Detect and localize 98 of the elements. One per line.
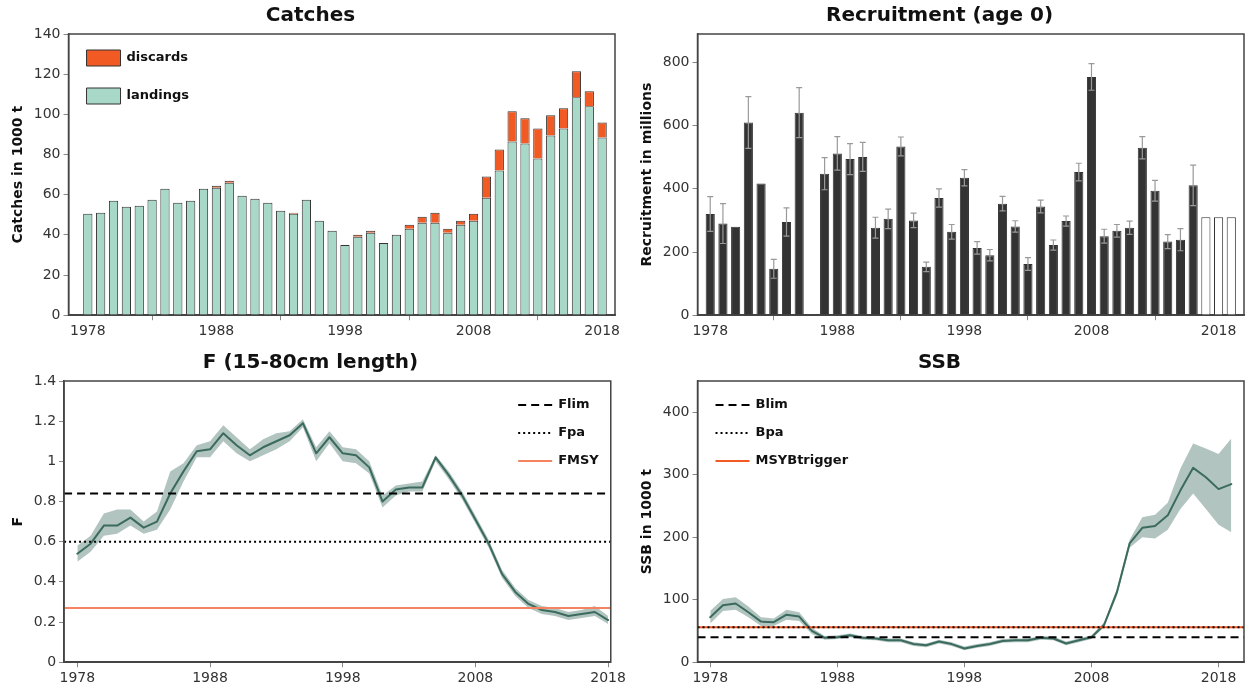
y-tick-label: 200 <box>662 527 690 544</box>
y-tick-label: 0.4 <box>33 572 57 589</box>
x-tick-label: 2018 <box>1200 322 1237 339</box>
x-tick-label: 1978 <box>692 669 729 686</box>
chart-title: Catches <box>265 2 356 27</box>
y-tick-label: 1.2 <box>33 411 57 428</box>
bar <box>997 203 1008 315</box>
y-tick-label: 40 <box>42 225 61 242</box>
bar <box>947 231 957 315</box>
y-tick-label: 0.8 <box>33 492 57 509</box>
y-tick-label: 140 <box>33 24 61 41</box>
bar <box>731 226 741 315</box>
bar <box>705 214 715 315</box>
bar <box>1137 147 1147 315</box>
bar <box>1150 190 1160 315</box>
bar <box>1188 185 1198 315</box>
bar <box>718 223 728 315</box>
y-tick-label: 200 <box>662 242 690 259</box>
x-tick-label: 2018 <box>1200 669 1237 686</box>
y-tick-label: 0 <box>47 652 57 669</box>
y-tick-label: 0 <box>680 305 690 322</box>
bar <box>845 159 855 315</box>
bar <box>743 122 753 315</box>
y-axis-title: Catches in 1000 t <box>9 105 26 244</box>
bar <box>1163 241 1173 315</box>
bar <box>858 156 868 315</box>
x-tick-label: 2018 <box>590 669 626 686</box>
x-tick-label: 1998 <box>946 669 983 686</box>
legend-label: Flim <box>558 396 590 412</box>
y-axis-title: Recruitment in millions <box>638 82 655 267</box>
bar <box>934 197 944 315</box>
y-tick-label: 300 <box>662 465 690 482</box>
legend-label: discards <box>126 49 189 65</box>
y-tick-label: 1.4 <box>33 371 57 388</box>
x-tick-label: 1978 <box>59 669 96 686</box>
legend-label: landings <box>126 87 190 103</box>
bar <box>972 247 982 315</box>
y-tick-label: 20 <box>42 265 61 282</box>
y-axis-title: SSB in 1000 t <box>638 468 655 575</box>
bar <box>921 266 931 315</box>
legend-label: Fpa <box>558 424 586 440</box>
x-tick-label: 1998 <box>946 322 983 339</box>
bar <box>1048 245 1058 315</box>
bar <box>820 173 830 315</box>
bar <box>1112 230 1122 315</box>
y-tick-label: 1 <box>47 451 57 468</box>
chart-title: SSB <box>917 349 962 374</box>
x-tick-label: 1988 <box>198 322 235 339</box>
bar <box>756 183 766 315</box>
y-tick-label: 0.6 <box>33 532 57 549</box>
bar <box>896 146 906 315</box>
x-tick-label: 1978 <box>692 322 729 339</box>
bar <box>1175 239 1186 315</box>
x-tick-label: 2008 <box>1073 669 1110 686</box>
legend-label: Bpa <box>755 424 784 440</box>
bar <box>1010 226 1020 315</box>
y-tick-label: 400 <box>662 179 690 196</box>
y-axis-title: F <box>9 516 26 527</box>
bar <box>769 268 779 315</box>
chart-title: Recruitment (age 0) <box>825 2 1054 27</box>
x-tick-label: 2018 <box>584 322 620 339</box>
y-tick-label: 800 <box>662 53 690 70</box>
y-tick-label: 60 <box>42 185 61 202</box>
legend-label: Blim <box>755 396 788 412</box>
y-tick-label: 80 <box>42 145 61 162</box>
bar <box>794 112 804 315</box>
bar <box>1099 236 1109 315</box>
x-tick-label: 1988 <box>819 322 856 339</box>
bar <box>1061 221 1071 315</box>
bar <box>1074 172 1084 315</box>
legend-label: MSYBtrigger <box>755 452 849 468</box>
y-tick-label: 0.2 <box>33 612 57 629</box>
y-tick-label: 0 <box>51 305 61 322</box>
y-tick-label: 100 <box>33 104 61 121</box>
bar <box>1086 76 1097 315</box>
bar <box>883 218 893 315</box>
x-tick-label: 2008 <box>455 322 492 339</box>
bar <box>781 221 792 315</box>
y-tick-label: 120 <box>33 64 61 81</box>
y-tick-label: 600 <box>662 116 690 133</box>
chart-title: F (15-80cm length) <box>202 349 419 374</box>
bar <box>870 227 881 315</box>
y-tick-label: 100 <box>662 590 690 607</box>
x-tick-label: 2008 <box>1073 322 1110 339</box>
y-tick-label: 400 <box>662 402 690 419</box>
bar <box>1125 227 1135 315</box>
legend-label: FMSY <box>558 452 600 468</box>
y-tick-label: 0 <box>680 652 690 669</box>
bar <box>909 220 919 315</box>
x-tick-label: 1998 <box>327 322 363 339</box>
bar <box>1036 206 1046 315</box>
x-tick-label: 1998 <box>324 669 361 686</box>
x-tick-label: 2008 <box>457 669 494 686</box>
x-tick-label: 1988 <box>819 669 856 686</box>
bar <box>959 177 969 315</box>
x-tick-label: 1978 <box>69 322 106 339</box>
bar <box>832 153 842 315</box>
x-tick-label: 1988 <box>192 669 228 686</box>
